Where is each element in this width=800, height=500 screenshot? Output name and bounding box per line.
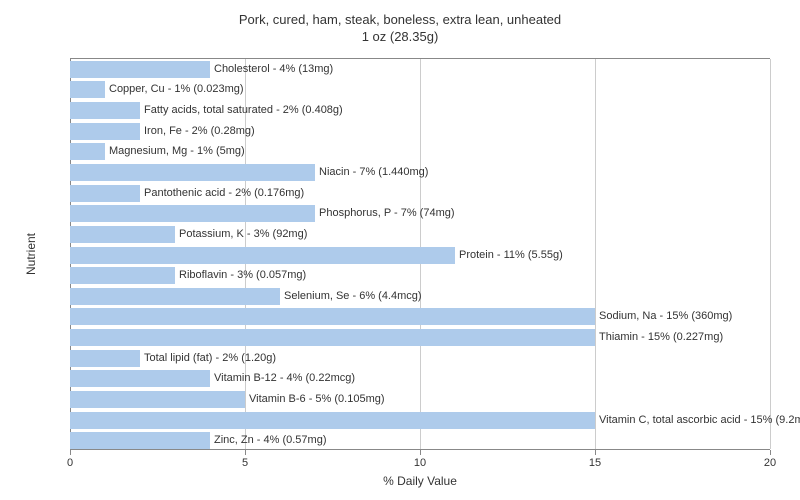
x-tick — [595, 450, 596, 455]
nutrient-bar — [70, 391, 245, 408]
x-tick-label: 5 — [242, 457, 248, 469]
nutrient-bar — [70, 164, 315, 181]
nutrient-bar-label: Phosphorus, P - 7% (74mg) — [315, 205, 455, 222]
nutrient-bar — [70, 329, 595, 346]
nutrient-chart: Pork, cured, ham, steak, boneless, extra… — [0, 0, 800, 500]
nutrient-bar-label: Magnesium, Mg - 1% (5mg) — [105, 143, 245, 160]
title-line-1: Pork, cured, ham, steak, boneless, extra… — [0, 12, 800, 29]
nutrient-bar-label: Cholesterol - 4% (13mg) — [210, 61, 333, 78]
x-tick-label: 20 — [764, 457, 776, 469]
nutrient-bar — [70, 61, 210, 78]
nutrient-bar-label: Total lipid (fat) - 2% (1.20g) — [140, 350, 276, 367]
nutrient-bar-label: Selenium, Se - 6% (4.4mcg) — [280, 288, 422, 305]
nutrient-bar — [70, 185, 140, 202]
x-tick-label: 0 — [67, 457, 73, 469]
nutrient-bar — [70, 226, 175, 243]
nutrient-bar — [70, 370, 210, 387]
nutrient-bar — [70, 308, 595, 325]
nutrient-bar-label: Zinc, Zn - 4% (0.57mg) — [210, 432, 326, 449]
nutrient-bar-label: Vitamin B-12 - 4% (0.22mcg) — [210, 370, 355, 387]
nutrient-bar — [70, 143, 105, 160]
plot-area: Cholesterol - 4% (13mg) Copper, Cu - 1% (… — [70, 58, 770, 450]
title-line-2: 1 oz (28.35g) — [0, 29, 800, 46]
x-axis-label: % Daily Value — [383, 474, 457, 488]
nutrient-bar-label: Potassium, K - 3% (92mg) — [175, 226, 307, 243]
nutrient-bar — [70, 288, 280, 305]
x-tick — [70, 450, 71, 455]
nutrient-bar-label: Fatty acids, total saturated - 2% (0.408… — [140, 102, 343, 119]
chart-title: Pork, cured, ham, steak, boneless, extra… — [0, 0, 800, 46]
nutrient-bar-label: Protein - 11% (5.55g) — [455, 247, 563, 264]
nutrient-bar-label: Copper, Cu - 1% (0.023mg) — [105, 81, 244, 98]
y-axis-label: Nutrient — [24, 233, 38, 275]
nutrient-bar-label: Riboflavin - 3% (0.057mg) — [175, 267, 306, 284]
nutrient-bar — [70, 412, 595, 429]
x-tick — [245, 450, 246, 455]
nutrient-bar-label: Sodium, Na - 15% (360mg) — [595, 308, 732, 325]
nutrient-bar — [70, 81, 105, 98]
gridline — [770, 59, 771, 449]
gridline — [595, 59, 596, 449]
nutrient-bar-label: Thiamin - 15% (0.227mg) — [595, 329, 723, 346]
nutrient-bar — [70, 432, 210, 449]
nutrient-bar-label: Iron, Fe - 2% (0.28mg) — [140, 123, 255, 140]
x-tick — [420, 450, 421, 455]
nutrient-bar — [70, 123, 140, 140]
x-tick — [770, 450, 771, 455]
nutrient-bar — [70, 102, 140, 119]
x-axis: % Daily Value 05101520 — [70, 450, 770, 500]
nutrient-bar — [70, 247, 455, 264]
nutrient-bar — [70, 205, 315, 222]
x-tick-label: 10 — [414, 457, 426, 469]
nutrient-bar-label: Pantothenic acid - 2% (0.176mg) — [140, 185, 304, 202]
nutrient-bar — [70, 350, 140, 367]
nutrient-bar-label: Vitamin C, total ascorbic acid - 15% (9.… — [595, 412, 800, 429]
nutrient-bar-label: Niacin - 7% (1.440mg) — [315, 164, 428, 181]
nutrient-bar-label: Vitamin B-6 - 5% (0.105mg) — [245, 391, 385, 408]
x-tick-label: 15 — [589, 457, 601, 469]
nutrient-bar — [70, 267, 175, 284]
